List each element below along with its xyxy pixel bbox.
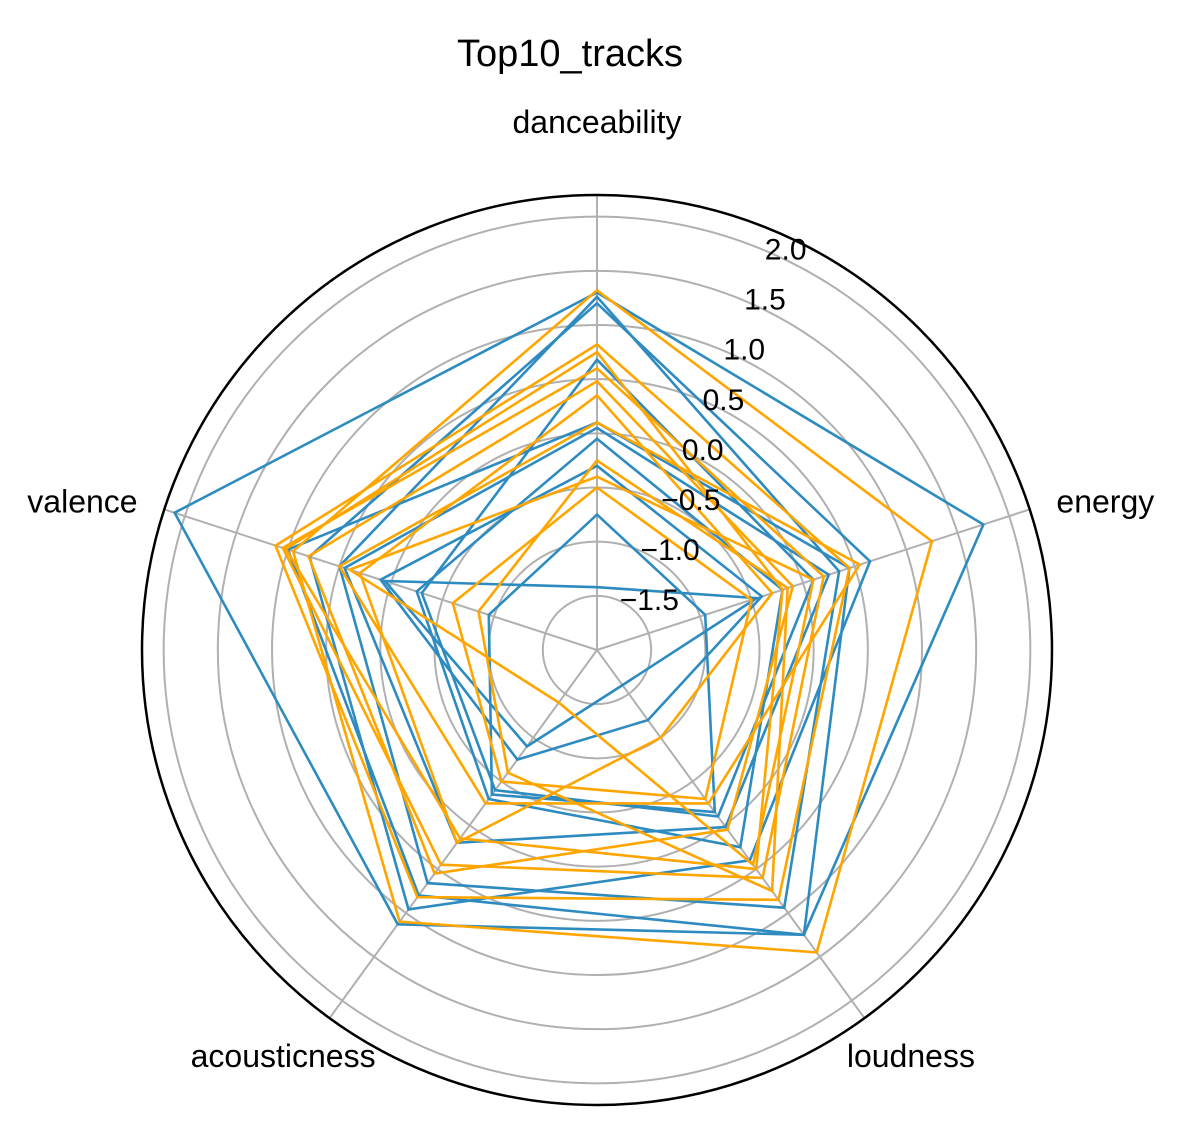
- r-tick-label: 0.0: [682, 434, 724, 467]
- axis-label-danceability: danceability: [513, 104, 682, 140]
- r-tick-label: −0.5: [661, 484, 720, 517]
- series-polygon: [273, 342, 851, 902]
- axis-spoke: [596, 649, 866, 1019]
- series-polygon: [337, 294, 841, 910]
- series-polygon: [358, 393, 774, 845]
- r-tick-label: −1.5: [620, 584, 679, 617]
- series-polygon: [286, 421, 851, 937]
- axis-label-valence: valence: [27, 484, 137, 520]
- series-polygon: [284, 350, 784, 871]
- series-polygon: [337, 421, 862, 805]
- axis-label-loudness: loudness: [847, 1038, 975, 1074]
- frame-layer: [140, 193, 1054, 1107]
- r-tick-label: 1.5: [744, 284, 786, 317]
- axis-label-energy: energy: [1056, 484, 1154, 520]
- r-tick-label: 0.5: [703, 384, 745, 417]
- series-polygon: [346, 475, 815, 868]
- series-polygon: [378, 464, 764, 762]
- series-polygon: [477, 458, 789, 893]
- tick-layer: −1.5 −1.0 −0.5 0.0 0.5 1.0 1.5 2.0: [620, 234, 807, 617]
- grid-layer: [162, 195, 1032, 1085]
- r-tick-label: 2.0: [765, 234, 807, 267]
- axis-label-acousticness: acousticness: [191, 1038, 376, 1074]
- series-polygon: [342, 426, 831, 845]
- series-polygon: [291, 288, 934, 954]
- series-polygon: [172, 291, 986, 937]
- chart-title: Top10_tracks: [457, 33, 683, 75]
- axis-spoke: [328, 649, 598, 1019]
- series-layer: [172, 288, 986, 954]
- label-layer: danceability energy loudness acousticness va…: [27, 104, 1154, 1074]
- series-polygon: [415, 437, 784, 849]
- r-tick-label: 1.0: [723, 334, 765, 367]
- series-polygon: [451, 485, 753, 801]
- r-tick-label: −1.0: [641, 534, 700, 567]
- series-polygon: [308, 301, 872, 911]
- polar-frame: [140, 193, 1054, 1107]
